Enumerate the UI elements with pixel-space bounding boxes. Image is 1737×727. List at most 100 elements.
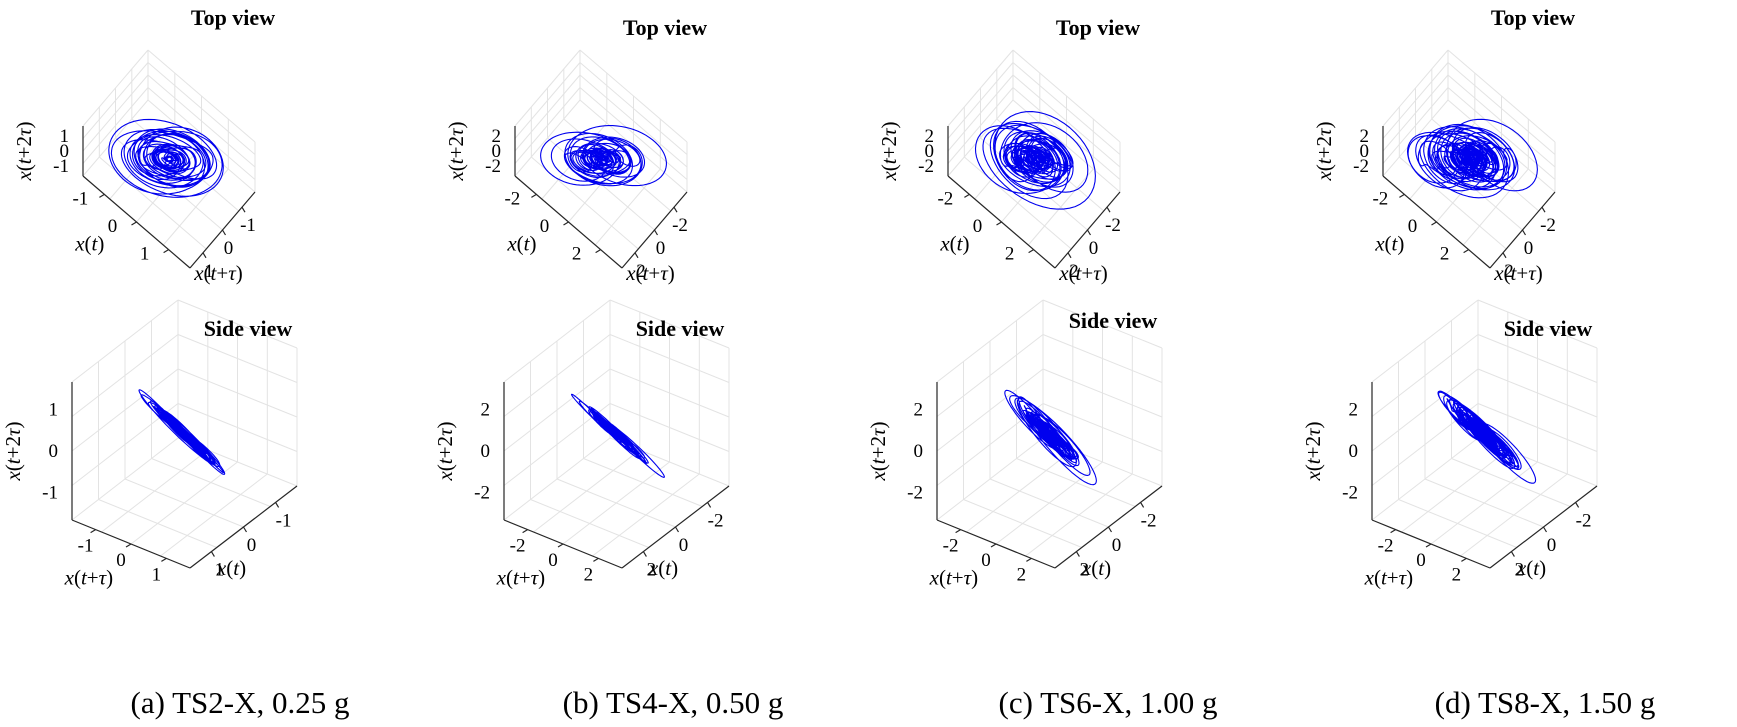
- y-axis-label: x(t+τ): [1058, 261, 1108, 285]
- x-tick-mark: [595, 249, 601, 254]
- x-axis-label: x(t): [506, 232, 536, 256]
- wall-gridline: [1371, 334, 1479, 417]
- x-tick-mark: [996, 221, 1002, 226]
- trajectory-series: [138, 389, 226, 475]
- z-tick-label: 0: [925, 141, 935, 162]
- y-tick-mark: [634, 252, 639, 259]
- x-tick-mark: [131, 221, 137, 226]
- z-tick-label: 0: [492, 141, 502, 162]
- box-edge: [1447, 49, 1556, 143]
- wall-gridline: [947, 62, 1014, 139]
- y-tick-mark: [1502, 252, 1507, 259]
- z-tick-label: -1: [42, 482, 58, 503]
- box-edge: [579, 49, 688, 143]
- caption-a: (a) TS2-X, 0.25 g: [131, 685, 350, 720]
- z-tick-label: 0: [481, 441, 491, 462]
- y-tick-label: -2: [672, 215, 688, 236]
- y-tick-label: 0: [247, 535, 257, 556]
- y-axis-label: x(t+τ): [496, 565, 546, 589]
- box-edge: [71, 299, 179, 383]
- box-edge: [1382, 99, 1449, 177]
- z-tick-label: 0: [1360, 141, 1370, 162]
- wall-gridline: [1042, 368, 1163, 418]
- x-tick-label: 2: [584, 564, 594, 585]
- z-tick-label: 0: [914, 441, 924, 462]
- x-tick-mark: [1463, 249, 1469, 254]
- z-axis-label: x(t+2τ): [1312, 121, 1336, 181]
- x-tick-mark: [990, 543, 997, 548]
- z-tick-label: 2: [492, 126, 502, 147]
- x-tick-label: 0: [1408, 216, 1418, 237]
- x-tick-label: 0: [973, 216, 983, 237]
- y-tick-mark: [1575, 502, 1580, 508]
- x-tick-label: 2: [1440, 244, 1450, 265]
- x-tick-mark: [1399, 193, 1405, 198]
- x-tick-mark: [955, 529, 961, 534]
- x-tick-mark: [99, 193, 105, 198]
- wall-gridline: [579, 74, 688, 168]
- floor-gridline: [1460, 473, 1568, 557]
- wall-gridline: [1447, 62, 1556, 155]
- y-tick-label: -1: [276, 510, 292, 531]
- y-tick-label: -2: [1105, 215, 1121, 236]
- x-tick-mark: [1425, 543, 1432, 548]
- x-tick-label: -2: [1378, 536, 1394, 557]
- wall-gridline: [1447, 74, 1556, 168]
- z-tick-label: 0: [49, 441, 59, 462]
- y-tick-label: -2: [1576, 510, 1592, 531]
- z-tick-label: 0: [60, 141, 70, 162]
- y-tick-mark: [1521, 229, 1527, 236]
- x-tick-mark: [531, 193, 537, 198]
- x-tick-label: -2: [943, 536, 959, 557]
- panel-title: Side view: [204, 316, 293, 341]
- y-tick-label: 2: [636, 261, 646, 282]
- z-tick-label: -2: [918, 156, 934, 177]
- trajectory-series: [1004, 389, 1097, 486]
- z-axis-label: x(t+2τ): [866, 421, 890, 481]
- panel-title: Side view: [636, 316, 725, 341]
- box-edge: [1447, 99, 1556, 193]
- wall-gridline: [947, 74, 1014, 152]
- y-tick-label: 0: [1089, 238, 1099, 259]
- wall-gridline: [1477, 334, 1598, 383]
- y-tick-label: 2: [1515, 560, 1525, 581]
- box-edge: [82, 99, 149, 177]
- z-tick-label: -2: [907, 482, 923, 503]
- x-axis-label: x(t): [74, 232, 104, 256]
- wall-gridline: [147, 62, 256, 155]
- x-tick-mark: [1431, 221, 1437, 226]
- panel-title: Top view: [623, 15, 707, 40]
- box-edge: [1371, 299, 1479, 383]
- y-tick-label: 0: [1547, 535, 1557, 556]
- x-tick-mark: [1028, 249, 1034, 254]
- panel-title: Top view: [1056, 15, 1140, 40]
- z-tick-label: 0: [1349, 441, 1359, 462]
- x-tick-label: 0: [108, 216, 118, 237]
- floor-gridline: [583, 458, 703, 507]
- panel-title: Top view: [191, 5, 275, 30]
- y-tick-mark: [1086, 229, 1092, 236]
- wall-gridline: [1012, 62, 1121, 155]
- y-tick-mark: [642, 551, 647, 557]
- z-tick-label: -2: [474, 482, 490, 503]
- z-axis-label: x(t+2τ): [877, 121, 901, 181]
- floor-gridline: [151, 458, 271, 507]
- panel-a-side: -1 1 1 0 0 0 1 -1 -1 x(t+τ) x(t) x(t+2τ) Side view: [1, 299, 298, 589]
- z-axis-label: x(t+2τ): [1, 421, 25, 481]
- floor-gridline: [989, 478, 1109, 528]
- wall-gridline: [71, 368, 179, 452]
- trajectory-series: [540, 125, 667, 187]
- z-axis-label: x(t+2τ): [1301, 421, 1325, 481]
- wall-gridline: [503, 334, 611, 417]
- y-tick-label: -1: [240, 215, 256, 236]
- floor-gridline: [162, 168, 229, 246]
- y-tick-mark: [1106, 206, 1111, 213]
- y-tick-label: 2: [1080, 560, 1090, 581]
- x-axis-label: x(t): [648, 556, 678, 580]
- panel-title: Side view: [1069, 308, 1158, 333]
- box-edge: [514, 99, 581, 177]
- x-tick-label: -2: [510, 536, 526, 557]
- x-tick-label: 2: [1005, 244, 1015, 265]
